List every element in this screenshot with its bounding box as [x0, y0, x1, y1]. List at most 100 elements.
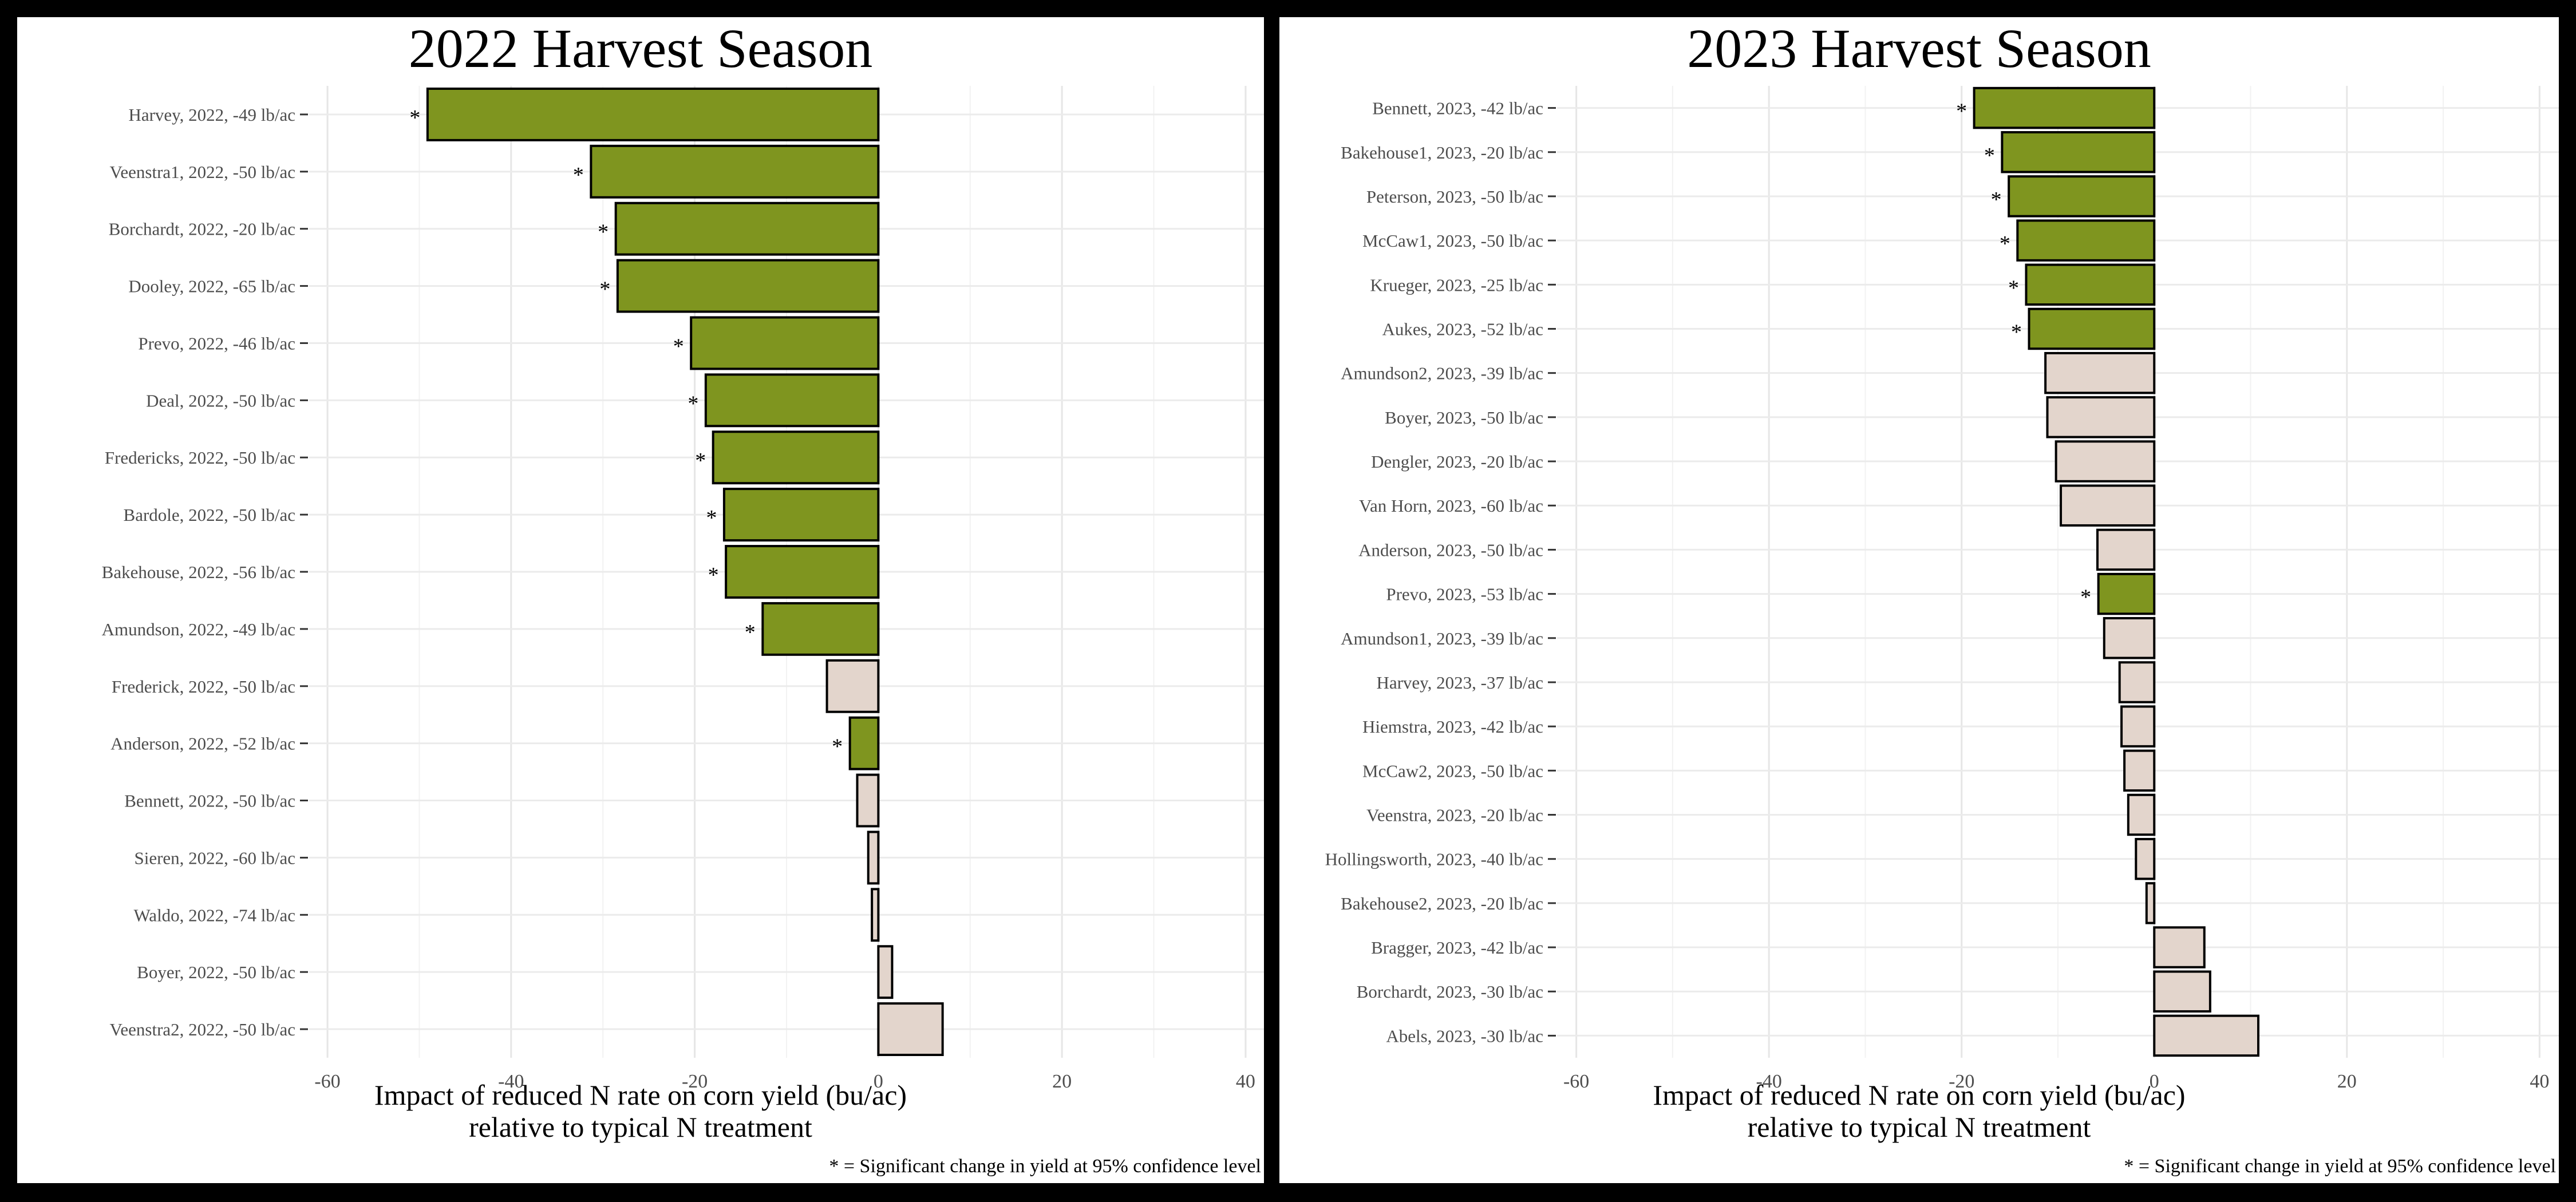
bar [690, 316, 880, 370]
significance-marker: * [708, 563, 719, 587]
y-tick-label: Peterson, 2023, -50 lb/ac [1366, 187, 1543, 207]
bar [2028, 307, 2156, 350]
bar [426, 87, 880, 141]
x-axis-label-line2: relative to typical N treatment [469, 1111, 812, 1143]
significance-marker: * [1956, 100, 1967, 124]
bar [2096, 528, 2156, 571]
y-tick-label: Veenstra, 2023, -20 lb/ac [1366, 805, 1543, 825]
significance-marker: * [2008, 276, 2019, 300]
bar [871, 888, 880, 942]
bar [2123, 749, 2156, 792]
bar [616, 259, 880, 313]
x-axis-label-line2: relative to typical N treatment [1747, 1111, 2091, 1143]
y-tick-label: Hiemstra, 2023, -42 lb/ac [1362, 717, 1543, 737]
significance-note: * = Significant change in yield at 95% c… [2124, 1156, 2556, 1177]
bar [2008, 175, 2156, 218]
y-tick-label: Bakehouse2, 2023, -20 lb/ac [1341, 893, 1543, 914]
significance-marker: * [598, 220, 609, 244]
bar-chart-2023: -60 -40 -20 0 20 40 Bennett, 2023, -42 lb/ac * B… [1325, 86, 2559, 1092]
y-tick-label: Dooley, 2022, -65 lb/ac [128, 276, 295, 296]
significance-marker: * [2000, 232, 2010, 256]
y-tick-label: Bakehouse1, 2023, -20 lb/ac [1341, 143, 1543, 163]
y-tick-label: Bakehouse, 2022, -56 lb/ac [102, 562, 295, 582]
bar [2153, 970, 2211, 1013]
y-tick-label: Prevo, 2022, -46 lb/ac [138, 333, 295, 353]
significance-marker: * [695, 449, 706, 473]
significance-marker: * [1991, 188, 2002, 212]
y-tick-label: Abels, 2023, -30 lb/ac [1386, 1026, 1543, 1046]
y-tick-label: Veenstra2, 2022, -50 lb/ac [109, 1019, 295, 1039]
x-tick-label: 20 [2337, 1071, 2357, 1092]
significance-marker: * [673, 334, 684, 358]
x-axis-label: Impact of reduced N rate on corn yield (… [374, 1079, 907, 1111]
x-tick-label: -40 [498, 1071, 524, 1092]
bar [2118, 661, 2156, 703]
y-tick-label: Waldo, 2022, -74 lb/ac [134, 905, 295, 925]
x-tick-label: -60 [1563, 1071, 1589, 1092]
bar [704, 373, 880, 428]
chart-title: 2022 Harvest Season [408, 18, 873, 79]
significance-marker: * [573, 163, 584, 187]
significance-marker: * [1984, 144, 1995, 168]
y-tick-label: Boyer, 2023, -50 lb/ac [1385, 408, 1543, 428]
bar-chart-2022: -60 -40 -20 0 20 40 Harvey, 2022, -49 lb/ac * Ve… [102, 86, 1264, 1092]
bar [856, 773, 880, 828]
significance-marker: * [599, 278, 610, 302]
bar [877, 1002, 944, 1057]
y-tick-label: Bennett, 2022, -50 lb/ac [124, 791, 295, 811]
bar [877, 945, 894, 999]
bars [1973, 86, 2260, 1057]
x-tick-label: 0 [874, 1071, 883, 1092]
y-tick-label: Frederick, 2022, -50 lb/ac [112, 677, 295, 697]
y-tick-label: Amundson2, 2023, -39 lb/ac [1341, 363, 1543, 383]
bar [848, 716, 880, 770]
significance-marker: * [832, 735, 843, 759]
bar [2103, 617, 2156, 659]
y-tick-label: McCaw1, 2023, -50 lb/ac [1362, 231, 1543, 251]
x-axis-label: Impact of reduced N rate on corn yield (… [1653, 1079, 2186, 1111]
bar [722, 488, 880, 542]
bar [2025, 263, 2156, 306]
significance-marker: * [706, 506, 717, 530]
y-tick-label: Borchardt, 2023, -30 lb/ac [1357, 982, 1543, 1002]
x-tick-label: -60 [314, 1071, 340, 1092]
y-tick-label: Fredericks, 2022, -50 lb/ac [105, 448, 295, 468]
y-tick-label: Prevo, 2023, -53 lb/ac [1386, 584, 1543, 604]
y-tick-label: Amundson1, 2023, -39 lb/ac [1341, 628, 1543, 649]
chart-panel-2022: 2022 Harvest Season -60 -40 -20 0 20 40 Harvey… [17, 17, 1264, 1183]
bar [2120, 705, 2156, 748]
y-tick-label: Bardole, 2022, -50 lb/ac [124, 505, 295, 525]
significance-marker: * [2080, 586, 2091, 610]
y-tick-label: Dengler, 2023, -20 lb/ac [1371, 452, 1543, 472]
bar [2044, 351, 2156, 394]
x-tick-label: 20 [1052, 1071, 1072, 1092]
bar [614, 201, 880, 256]
significance-marker: * [745, 620, 756, 645]
x-tick-label: 40 [2530, 1071, 2549, 1092]
y-tick-label: Anderson, 2023, -50 lb/ac [1358, 540, 1543, 560]
bar [2135, 837, 2156, 880]
bar [2016, 219, 2156, 262]
y-tick-label: Krueger, 2023, -25 lb/ac [1370, 275, 1543, 295]
y-tick-label: Deal, 2022, -50 lb/ac [146, 390, 295, 410]
bar [2060, 484, 2156, 527]
bar [1973, 86, 2156, 129]
bar [2097, 572, 2156, 615]
significance-marker: * [688, 392, 698, 416]
bar [2127, 793, 2156, 836]
bar [2145, 882, 2156, 924]
significance-marker: * [409, 106, 420, 130]
y-tick-label: Harvey, 2023, -37 lb/ac [1376, 673, 1543, 693]
x-tick-label: 40 [1236, 1071, 1255, 1092]
y-tick-label: Van Horn, 2023, -60 lb/ac [1359, 496, 1543, 516]
y-tick-label: Hollingsworth, 2023, -40 lb/ac [1325, 849, 1543, 869]
bar [2153, 1014, 2260, 1057]
y-tick-label: Borchardt, 2022, -20 lb/ac [109, 219, 295, 239]
y-tick-label: Sieren, 2022, -60 lb/ac [134, 848, 295, 868]
y-tick-label: Harvey, 2022, -49 lb/ac [128, 105, 295, 125]
bar [761, 602, 880, 656]
bars [426, 87, 944, 1057]
x-tick-label: -40 [1756, 1071, 1782, 1092]
significance-note: * = Significant change in yield at 95% c… [829, 1156, 1261, 1177]
y-tick-label: Veenstra1, 2022, -50 lb/ac [109, 162, 295, 182]
